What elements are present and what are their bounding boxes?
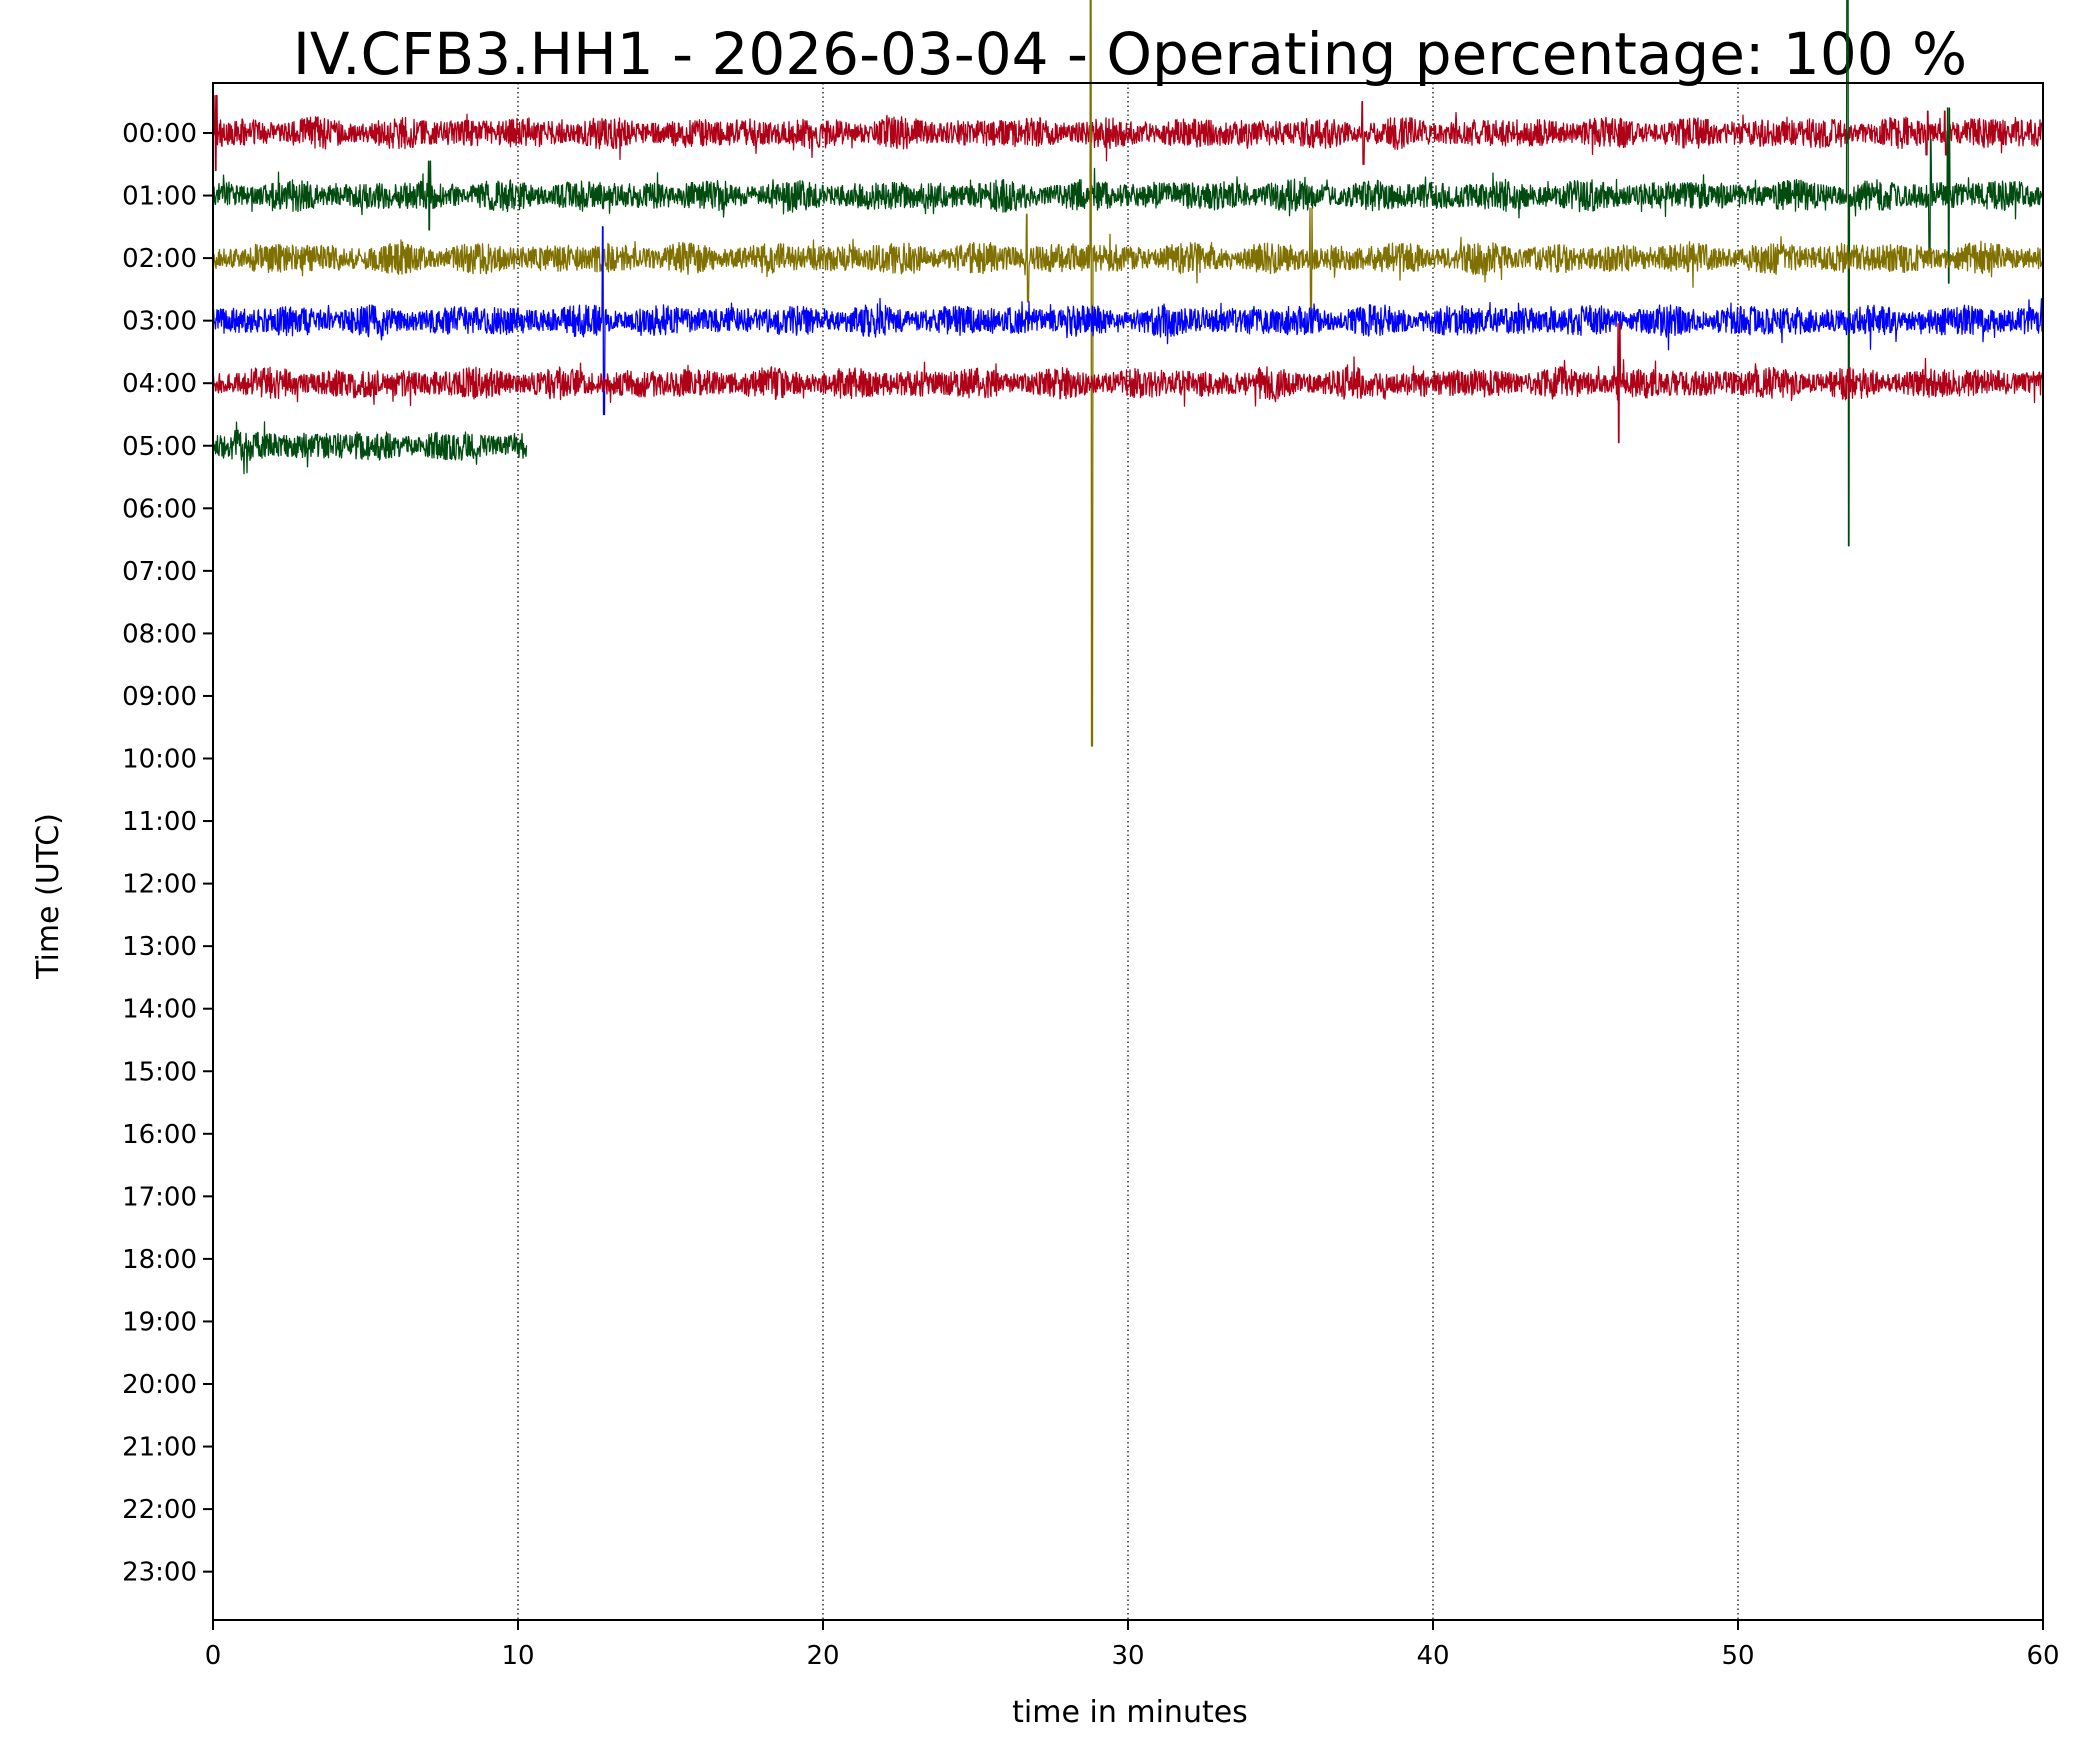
x-tick-label: 20: [806, 1641, 839, 1671]
y-tick-label: 04:00: [122, 369, 197, 399]
y-tick-label: 06:00: [122, 494, 197, 524]
x-tick-label: 40: [1416, 1641, 1449, 1671]
y-tick-label: 23:00: [122, 1558, 197, 1588]
y-tick-label: 18:00: [122, 1245, 197, 1275]
y-tick-label: 01:00: [122, 182, 197, 212]
y-tick-label: 05:00: [122, 432, 197, 462]
chart-title: IV.CFB3.HH1 - 2026-03-04 - Operating per…: [293, 20, 1967, 88]
y-tick-label: 09:00: [122, 682, 197, 712]
trace-0200: [212, 0, 2044, 747]
x-tick-label: 50: [1721, 1641, 1754, 1671]
y-tick-label: 20:00: [122, 1370, 197, 1400]
y-tick-label: 00:00: [122, 119, 197, 149]
y-tick-label: 22:00: [122, 1495, 197, 1525]
x-tick-label: 30: [1111, 1641, 1144, 1671]
y-tick-label: 14:00: [122, 995, 197, 1025]
y-tick-label: 21:00: [122, 1433, 197, 1463]
trace-0100: [212, 0, 2044, 547]
y-tick-label: 02:00: [122, 244, 197, 274]
y-axis-ticks: 00:00 01:00 02:00 03:00 04:00 05:00 06:00 07:00…: [122, 119, 213, 1588]
trace-0300: [212, 226, 2044, 416]
y-tick-label: 10:00: [122, 745, 197, 775]
y-tick-label: 13:00: [122, 932, 197, 962]
x-tick-label: 10: [501, 1641, 534, 1671]
y-tick-label: 19:00: [122, 1307, 197, 1337]
y-tick-label: 15:00: [122, 1057, 197, 1087]
trace-0400: [212, 323, 2044, 444]
y-tick-label: 08:00: [122, 619, 197, 649]
x-axis-ticks: 0 10 20 30 40 50 60: [205, 1620, 2060, 1671]
x-tick-label: 60: [2026, 1641, 2059, 1671]
trace-0000: [212, 94, 2044, 172]
y-tick-label: 07:00: [122, 557, 197, 587]
y-tick-label: 11:00: [122, 807, 197, 837]
y-tick-label: 03:00: [122, 307, 197, 337]
y-axis-label: Time (UTC): [31, 813, 66, 980]
plot-frame: [212, 82, 2044, 1621]
y-tick-label: 17:00: [122, 1182, 197, 1212]
x-tick-label: 0: [205, 1641, 222, 1671]
y-tick-label: 16:00: [122, 1120, 197, 1150]
trace-0500: [212, 421, 528, 475]
seismic-traces: [212, 0, 2044, 747]
x-axis-label: time in minutes: [1012, 1695, 1248, 1730]
y-tick-label: 12:00: [122, 870, 197, 900]
